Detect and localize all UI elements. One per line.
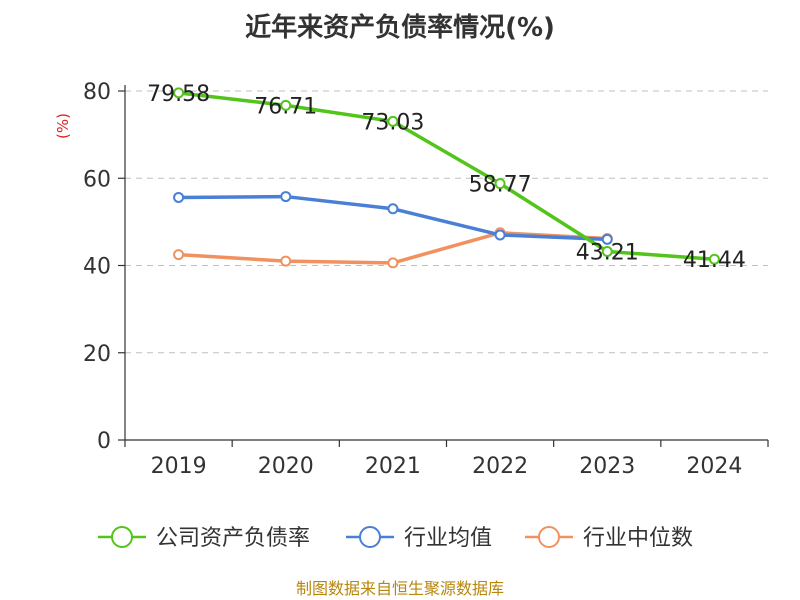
y-tick-label: 60 — [83, 167, 111, 192]
data-point — [173, 191, 185, 203]
x-tick-label: 2020 — [258, 454, 314, 479]
data-point — [387, 257, 399, 269]
data-label: 76.71 — [254, 94, 317, 119]
data-point — [387, 115, 399, 127]
data-point — [601, 233, 613, 245]
data-label: 58.77 — [469, 173, 532, 198]
data-point — [280, 99, 292, 111]
legend-item-2: 行业均值 — [346, 526, 492, 551]
data-label: 73.03 — [361, 110, 424, 135]
series-3 — [173, 227, 613, 269]
data-point — [494, 178, 506, 190]
y-tick-label: 80 — [83, 80, 111, 105]
legend-item-3: 行业中位数 — [525, 526, 693, 551]
series-layer — [173, 87, 720, 269]
source-note: 制图数据来自恒生聚源数据库 — [296, 579, 504, 598]
data-point — [280, 255, 292, 267]
legend-label: 行业中位数 — [583, 526, 693, 551]
y-tick-label: 0 — [97, 429, 111, 454]
series-2 — [173, 191, 613, 245]
legend-label: 行业均值 — [404, 526, 492, 551]
y-tick-label: 40 — [83, 255, 111, 280]
series-line — [178, 194, 608, 242]
y-tick-label: 20 — [83, 342, 111, 367]
series-1 — [173, 87, 720, 265]
grid-lines — [125, 90, 768, 354]
x-tick-label: 2021 — [365, 454, 421, 479]
chart-title: 近年来资产负债率情况(%) — [245, 12, 555, 43]
axes: 0 20 40 60 80 2019 2020 2021 2022 2023 2024 — [83, 80, 769, 479]
data-point — [173, 249, 185, 261]
legend-swatch-marker — [359, 526, 381, 548]
x-tick-label: 2019 — [151, 454, 207, 479]
data-point — [708, 253, 720, 265]
x-tick-label: 2022 — [472, 454, 528, 479]
legend-label: 公司资产负债率 — [156, 526, 310, 551]
legend-swatch-marker — [538, 526, 560, 548]
data-point — [387, 203, 399, 215]
data-point — [280, 191, 292, 203]
data-point — [494, 229, 506, 241]
y-axis-unit: (%) — [54, 113, 72, 139]
data-labels: 79.58 76.71 73.03 58.77 43.21 41.44 — [147, 82, 746, 273]
data-label: 43.21 — [576, 240, 639, 265]
legend-item-1: 公司资产负债率 — [98, 526, 310, 551]
x-tick-label: 2023 — [579, 454, 635, 479]
series-line — [178, 91, 715, 261]
data-label: 79.58 — [147, 82, 210, 107]
data-label: 41.44 — [683, 248, 746, 273]
legend: 公司资产负债率 行业均值 行业中位数 — [98, 526, 693, 551]
data-point — [601, 245, 613, 257]
x-tick-label: 2024 — [686, 454, 742, 479]
data-point — [173, 87, 185, 99]
legend-swatch-marker — [111, 526, 133, 548]
